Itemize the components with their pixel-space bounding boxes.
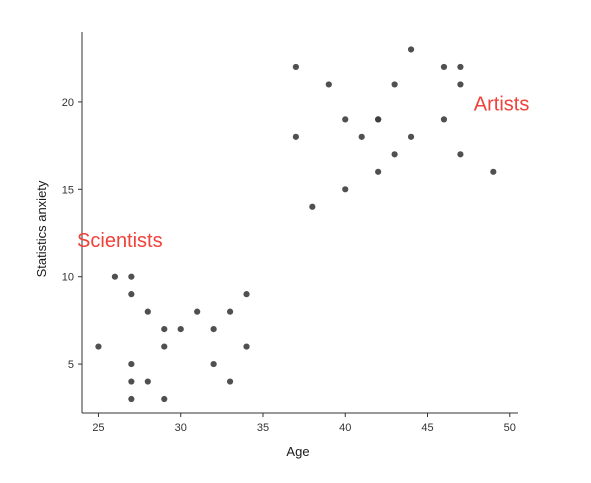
data-point <box>440 63 448 71</box>
data-point <box>309 203 316 210</box>
data-point <box>375 116 382 123</box>
data-point <box>144 308 151 315</box>
data-point <box>457 81 464 88</box>
data-point <box>226 378 234 385</box>
data-point <box>161 343 168 350</box>
x-axis-title: Age <box>286 444 309 459</box>
axes: 25 30 35 40 45 50 5 10 15 20 <box>62 32 518 434</box>
data-point <box>490 168 497 175</box>
data-point <box>111 273 119 280</box>
data-point <box>457 63 464 71</box>
x-tick-label: 45 <box>421 422 433 434</box>
x-tick-label: 50 <box>504 422 516 434</box>
y-tick-label: 20 <box>62 97 74 109</box>
x-tick-label: 25 <box>92 422 104 434</box>
data-point <box>391 81 398 88</box>
y-tick-label: 5 <box>68 359 74 371</box>
data-point <box>128 395 135 403</box>
x-tick-label: 30 <box>175 422 187 434</box>
data-points <box>95 46 497 403</box>
data-point <box>243 343 250 350</box>
x-tick-label: 40 <box>339 422 351 434</box>
data-point <box>194 308 201 315</box>
y-tick-label: 15 <box>62 184 74 196</box>
data-point <box>407 46 415 53</box>
annotation-label: Artists <box>474 94 530 116</box>
y-tick-label: 10 <box>62 272 74 284</box>
x-ticks: 25 30 35 40 45 50 <box>92 413 516 434</box>
data-point <box>128 273 135 280</box>
data-point <box>342 186 349 193</box>
data-point <box>128 291 135 298</box>
data-point <box>128 360 135 368</box>
data-point <box>128 378 135 385</box>
data-point <box>161 395 168 403</box>
data-point <box>325 81 332 88</box>
y-ticks: 5 10 15 20 <box>62 97 82 371</box>
x-tick-label: 35 <box>257 422 269 434</box>
data-point <box>407 133 415 140</box>
data-point <box>161 326 168 333</box>
data-point <box>457 151 464 158</box>
data-point <box>210 326 217 333</box>
data-point <box>95 343 102 350</box>
data-point <box>391 151 398 158</box>
data-point <box>292 133 299 140</box>
data-point <box>358 133 365 140</box>
data-point <box>292 63 299 71</box>
data-point <box>210 360 217 368</box>
data-point <box>177 326 184 333</box>
data-point <box>226 308 234 315</box>
annotation-label: Scientists <box>77 230 163 252</box>
data-point <box>440 116 448 123</box>
data-point <box>342 116 349 123</box>
data-point <box>144 378 151 385</box>
data-point <box>375 168 382 175</box>
y-axis-title: Statistics anxiety <box>34 180 49 277</box>
data-point <box>243 291 250 298</box>
annotations: Scientists Artists <box>77 94 529 252</box>
